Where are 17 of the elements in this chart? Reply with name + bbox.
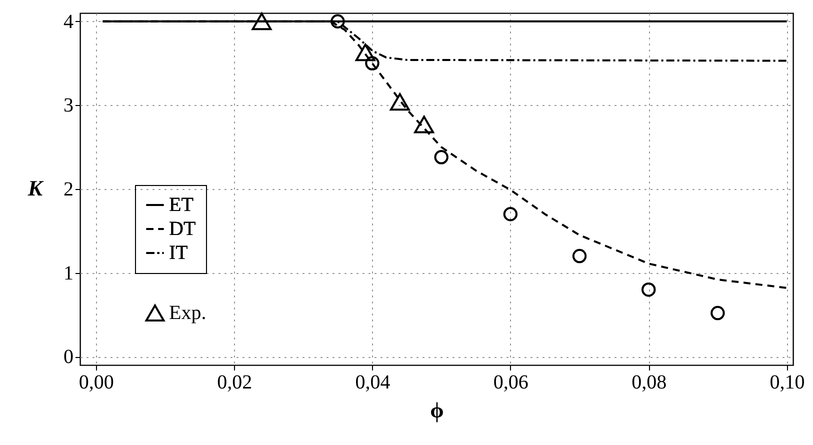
y-axis-title: K [26, 176, 44, 200]
legend-label: ET [169, 194, 194, 216]
x-axis-title: ϕ [430, 398, 444, 422]
x-tick-label: 0,08 [632, 372, 667, 394]
x-tick-label: 0,06 [493, 372, 528, 394]
x-tick-label: 0,04 [355, 372, 390, 394]
y-tick-label: 4 [64, 10, 74, 33]
legend-label: Exp. [169, 302, 206, 324]
y-tick-label: 0 [64, 346, 74, 368]
x-tick-label: 0,00 [78, 372, 114, 394]
legend-label: DT [169, 218, 196, 240]
y-tick-label: 2 [64, 178, 74, 200]
x-tick-label: 0,10 [770, 372, 805, 394]
legend-label: IT [169, 242, 188, 264]
y-tick-label: 1 [64, 262, 74, 284]
y-tick-label: 3 [64, 94, 74, 117]
x-tick-label: 0,02 [217, 372, 252, 394]
